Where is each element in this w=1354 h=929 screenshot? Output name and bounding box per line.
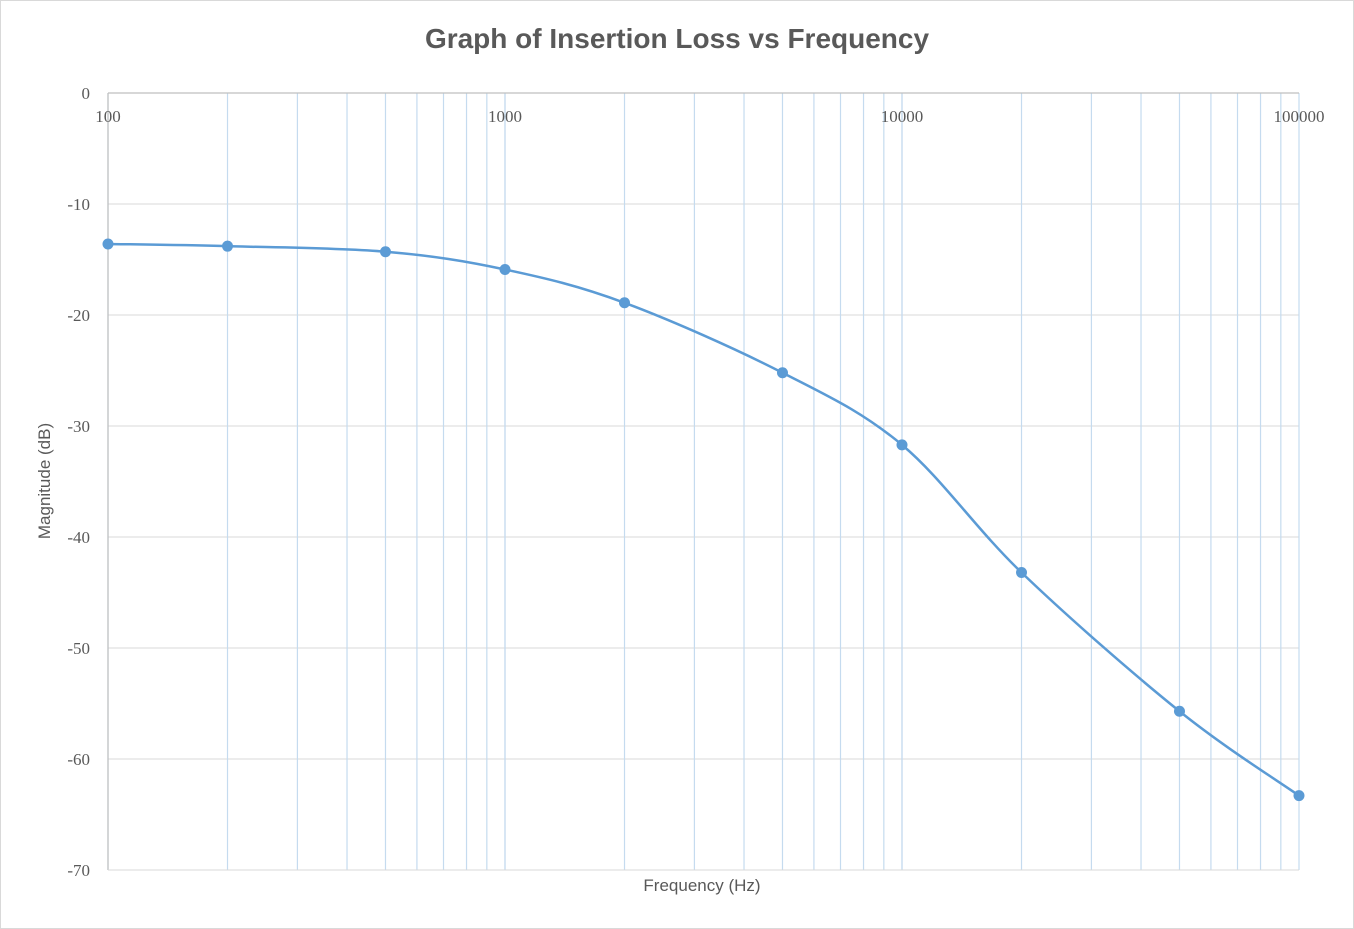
data-point — [222, 240, 234, 252]
data-point — [776, 367, 788, 379]
y-tick-label: -20 — [67, 306, 90, 325]
data-point — [896, 439, 908, 451]
grid-lines — [107, 92, 1300, 871]
x-tick-label: 100 — [95, 107, 121, 126]
y-tick-label: -60 — [67, 750, 90, 769]
data-point — [1016, 567, 1028, 579]
data-point — [379, 246, 391, 258]
y-tick-label: 0 — [82, 84, 91, 103]
data-point — [1173, 705, 1185, 717]
data-point — [499, 263, 511, 275]
x-tick-label: 100000 — [1274, 107, 1325, 126]
series-line — [107, 242, 1300, 797]
y-tick-label: -30 — [67, 417, 90, 436]
data-point — [1293, 790, 1305, 802]
y-axis-label: Magnitude (dB) — [35, 422, 54, 540]
x-tick-label: 10000 — [881, 107, 924, 126]
y-tick-label: -50 — [67, 639, 90, 658]
data-series — [102, 238, 1305, 802]
axes — [107, 92, 1299, 871]
x-tick-label: 1000 — [488, 107, 522, 126]
y-tick-label: -40 — [67, 528, 90, 547]
x-axis-label: Frequency (Hz) — [643, 876, 761, 895]
chart-title: Graph of Insertion Loss vs Frequency — [424, 23, 930, 54]
data-point — [102, 238, 114, 250]
y-tick-label: -10 — [67, 195, 90, 214]
y-tick-label: -70 — [67, 861, 90, 880]
tick-labels: 0 -10 -20 -30 -40 -50 -60 -70 100 1000 10000 100000 — [67, 84, 1324, 880]
data-point — [619, 297, 631, 309]
